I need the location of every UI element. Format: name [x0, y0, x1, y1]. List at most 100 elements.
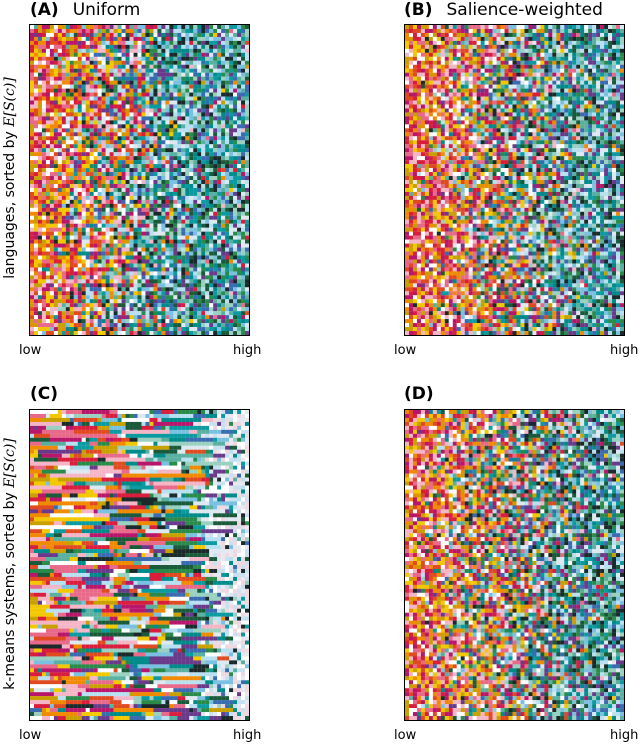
heatmap-cell: [113, 287, 118, 292]
heatmap-cell: [113, 124, 118, 129]
heatmap-cell: [113, 227, 118, 232]
heatmap-cell: [229, 291, 234, 296]
heatmap-cell: [121, 263, 126, 268]
heatmap-cell: [496, 32, 501, 38]
heatmap-cell: [65, 251, 70, 256]
heatmap-cell: [221, 152, 226, 157]
heatmap-cell: [209, 88, 214, 93]
heatmap-cell: [33, 255, 39, 260]
heatmap-cell: [53, 60, 58, 65]
heatmap-cell: [129, 152, 134, 157]
heatmap-cell: [225, 227, 230, 232]
heatmap-cell: [61, 195, 66, 200]
heatmap-cell: [448, 52, 453, 57]
heatmap-cell: [33, 267, 39, 272]
heatmap-cell: [205, 28, 210, 34]
heatmap-cell: [193, 215, 198, 220]
heatmap-cell: [97, 195, 102, 200]
heatmap-cell: [464, 40, 469, 45]
heatmap-cell: [81, 132, 86, 137]
heatmap-cell: [161, 219, 166, 224]
heatmap-cell: [225, 303, 230, 308]
heatmap-cell: [37, 291, 43, 296]
heatmap-cell: [181, 120, 186, 125]
heatmap-cell: [173, 271, 178, 276]
heatmap-cell: [41, 187, 47, 193]
heatmap-cell: [520, 28, 525, 34]
heatmap-cell: [512, 52, 517, 57]
heatmap-cell: [233, 219, 238, 224]
heatmap-cell: [49, 311, 54, 316]
heatmap-cell: [592, 40, 597, 45]
heatmap-cell: [45, 36, 50, 41]
heatmap-cell: [241, 207, 246, 212]
heatmap-cell: [456, 56, 461, 61]
heatmap-cell: [405, 52, 410, 57]
heatmap-cell: [117, 88, 122, 93]
heatmap-cell: [596, 32, 601, 38]
heatmap-cell: [612, 32, 617, 38]
heatmap-cell: [225, 56, 230, 61]
heatmap-cell: [185, 44, 190, 49]
heatmap-cell: [153, 287, 158, 292]
heatmap-cell: [153, 28, 158, 34]
heatmap-cell: [61, 56, 66, 61]
heatmap-cell: [125, 311, 130, 316]
heatmap-cell: [189, 40, 194, 45]
heatmap-cell: [149, 148, 154, 153]
heatmap-cell: [105, 60, 110, 65]
heatmap-cell: [105, 227, 110, 232]
heatmap-cell: [30, 116, 35, 121]
heatmap-cell: [89, 195, 94, 200]
heatmap-cell: [233, 144, 238, 149]
heatmap-cell: [245, 40, 249, 45]
heatmap-cell: [496, 72, 501, 77]
heatmap-cell: [181, 263, 186, 268]
heatmap-cell: [149, 120, 154, 125]
heatmap-cell: [201, 299, 206, 304]
heatmap-cell: [205, 144, 210, 149]
heatmap-cell: [580, 36, 585, 41]
heatmap-cell: [113, 96, 118, 101]
heatmap-cell: [245, 299, 249, 304]
heatmap-cell: [125, 283, 130, 288]
heatmap-cell: [45, 247, 50, 252]
heatmap-cell: [177, 28, 182, 34]
heatmap-cell: [221, 287, 226, 292]
heatmap-cell: [197, 176, 202, 181]
heatmap-cell: [604, 56, 609, 61]
heatmap-cell: [225, 52, 230, 57]
heatmap-cell: [137, 231, 142, 236]
heatmap-cell: [77, 28, 82, 34]
heatmap-cell: [125, 227, 130, 232]
heatmap-cell: [133, 223, 138, 228]
heatmap-cell: [225, 172, 230, 177]
heatmap-cell: [69, 176, 74, 181]
heatmap-cell: [117, 235, 122, 240]
heatmap-cell: [109, 160, 114, 165]
heatmap-cell: [57, 180, 62, 185]
heatmap-cell: [129, 88, 134, 93]
heatmap-cell: [205, 116, 210, 121]
heatmap-cell: [117, 76, 122, 81]
heatmap-cell: [105, 112, 110, 117]
heatmap-cell: [197, 76, 202, 81]
heatmap-cell: [197, 104, 202, 109]
heatmap-cell: [428, 60, 433, 65]
heatmap-cell: [89, 251, 94, 256]
heatmap-cell: [177, 32, 182, 38]
heatmap-cell: [149, 92, 154, 97]
heatmap-cell: [165, 263, 170, 268]
heatmap-cell: [405, 25, 410, 30]
heatmap-cell: [125, 247, 130, 252]
heatmap-cell: [165, 180, 170, 185]
heatmap-cell: [73, 283, 78, 288]
heatmap-cell: [245, 156, 249, 161]
heatmap-cell: [89, 235, 94, 240]
heatmap-cell: [540, 60, 545, 65]
heatmap-cell: [77, 136, 82, 141]
heatmap-cell: [149, 319, 154, 324]
heatmap-cell: [233, 68, 238, 73]
heatmap-cell: [65, 52, 70, 57]
heatmap-cell: [165, 243, 170, 248]
